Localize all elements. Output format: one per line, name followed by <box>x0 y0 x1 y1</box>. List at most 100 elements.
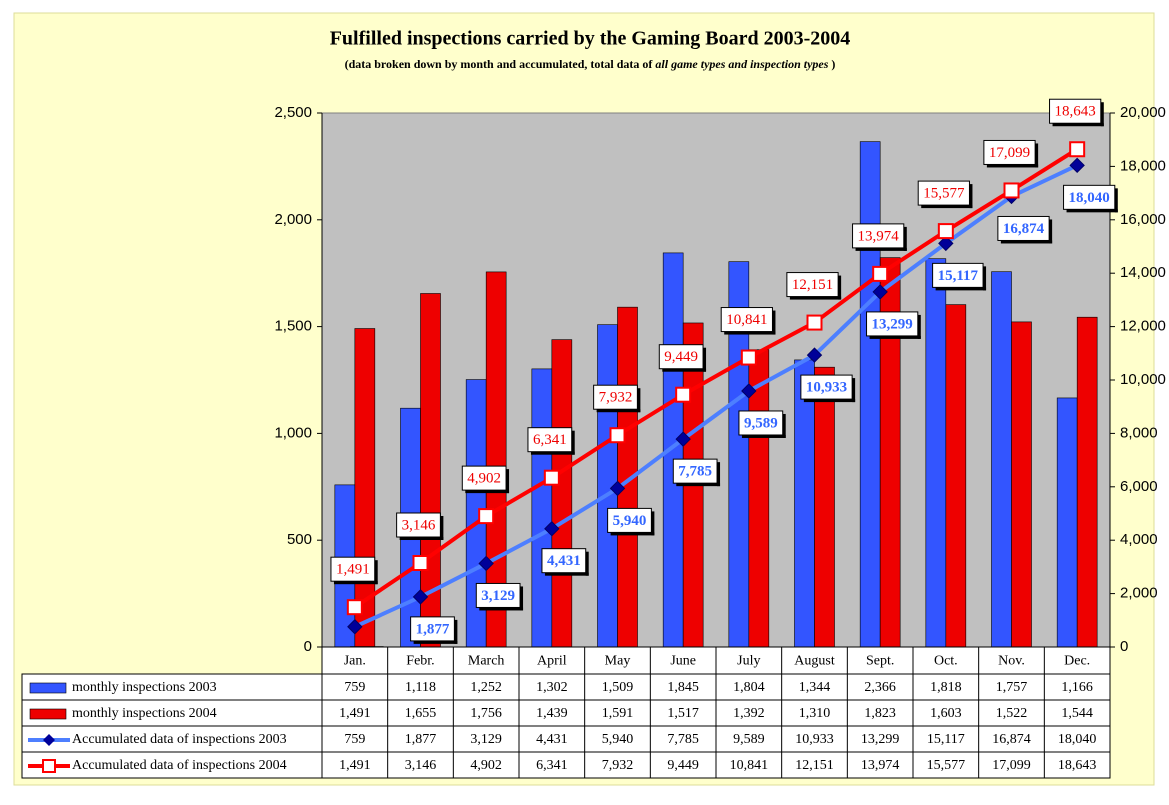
label-shadow <box>1052 123 1104 127</box>
marker-diamond <box>741 383 757 399</box>
x-tick-label: June <box>670 654 696 669</box>
label-shadow <box>772 310 776 335</box>
label-shadow <box>374 560 378 585</box>
subtitle-part: all game types and inspection types <box>655 57 828 71</box>
x-tick-label: Nov. <box>998 654 1025 669</box>
data-label: 18,040 <box>1069 190 1110 206</box>
table-cell: 1,591 <box>602 706 634 721</box>
data-label: 4,431 <box>547 553 581 569</box>
table-cell: 759 <box>344 732 365 747</box>
marker-square <box>609 427 626 444</box>
legend-label: monthly inspections 2004 <box>72 706 217 721</box>
label-shadow <box>610 532 655 536</box>
label-shadow <box>1114 188 1118 213</box>
legend-key <box>29 682 67 694</box>
label-shadow <box>969 184 973 209</box>
bar <box>991 271 1012 648</box>
table-cell: 6,341 <box>536 758 568 773</box>
marker-diamond <box>675 431 691 447</box>
table-cell: 1,118 <box>405 680 436 695</box>
table-cell: 1,544 <box>1061 706 1093 721</box>
data-label: 1,491 <box>336 562 370 578</box>
table-cell: 1,517 <box>667 706 699 721</box>
label-shadow <box>1049 219 1053 244</box>
label-shadow <box>413 640 458 644</box>
marker-square <box>1003 182 1020 199</box>
y-tick-label: 1,500 <box>274 318 312 335</box>
bar <box>531 368 553 648</box>
data-label: 3,129 <box>481 588 515 604</box>
chart-title: Fulfilled inspections carried by the Gam… <box>330 28 851 50</box>
label-shadow <box>637 388 641 413</box>
label-shadow <box>506 469 510 494</box>
subtitle-part: (data broken down by month and accumulat… <box>345 57 656 71</box>
table-cell: 9,589 <box>733 732 765 747</box>
table-cell: 1,491 <box>339 758 371 773</box>
y2-tick-label: 20,000 <box>1120 104 1166 121</box>
data-label-box <box>720 307 773 333</box>
data-label-box <box>932 262 984 288</box>
bar <box>551 339 573 648</box>
data-label-box <box>607 507 652 533</box>
marker-diamond <box>938 235 954 252</box>
y-tick-label: 500 <box>287 531 312 548</box>
label-shadow <box>571 430 575 455</box>
label-shadow <box>921 205 973 209</box>
x-tick-label: August <box>794 654 835 669</box>
data-label: 18,643 <box>1055 104 1096 120</box>
bar <box>1056 397 1078 648</box>
bar <box>814 366 835 648</box>
marker-diamond <box>347 619 363 635</box>
label-shadow <box>333 581 378 585</box>
x-tick-label: March <box>468 654 505 669</box>
x-tick-label: July <box>737 654 760 669</box>
table-cell: 1,603 <box>930 706 962 721</box>
y2-tick-label: 12,000 <box>1120 318 1166 335</box>
label-shadow <box>1035 143 1039 168</box>
table-cell: 13,974 <box>861 758 900 773</box>
data-label: 9,589 <box>744 415 778 431</box>
marker-square <box>806 314 823 331</box>
data-label: 10,933 <box>806 380 847 396</box>
y-tick-label: 2,500 <box>274 104 312 121</box>
label-shadow <box>585 551 589 576</box>
label-shadow <box>717 462 721 487</box>
legend-label: Accumulated data of inspections 2004 <box>72 758 287 773</box>
table-cell: 16,874 <box>992 732 1031 747</box>
legend-label: Accumulated data of inspections 2003 <box>72 732 287 747</box>
table-cell: 7,932 <box>602 758 634 773</box>
table-cell: 1,392 <box>733 706 765 721</box>
data-label: 13,299 <box>872 316 913 332</box>
y2-tick-label: 10,000 <box>1120 371 1166 388</box>
table-cell: 1,756 <box>470 706 502 721</box>
legend-label: monthly inspections 2003 <box>72 680 217 695</box>
table-cell: 1,491 <box>339 706 371 721</box>
label-shadow <box>676 483 721 487</box>
data-label: 7,932 <box>599 390 633 406</box>
label-shadow <box>454 619 458 644</box>
x-tick-label: Febr. <box>406 654 434 669</box>
y2-tick-label: 14,000 <box>1120 264 1166 281</box>
table-cell: 10,933 <box>795 732 834 747</box>
table-cell: 1,655 <box>405 706 437 721</box>
data-label-box <box>410 616 455 642</box>
y2-tick-label: 2,000 <box>1120 585 1158 602</box>
label-shadow <box>869 335 921 339</box>
bar <box>1011 321 1032 648</box>
bar <box>859 141 881 648</box>
table-cell: 1,845 <box>667 680 699 695</box>
data-label: 4,902 <box>467 471 501 487</box>
line <box>353 147 1079 609</box>
table-cell: 15,577 <box>927 758 966 773</box>
subtitle-part: ) <box>828 57 835 71</box>
data-label: 9,449 <box>664 349 698 365</box>
table-cell: 9,449 <box>667 758 699 773</box>
label-shadow <box>399 537 444 541</box>
label-shadow <box>903 226 907 251</box>
data-label: 17,099 <box>989 145 1030 161</box>
label-shadow <box>651 511 655 536</box>
table-cell: 1,877 <box>405 732 437 747</box>
table-cell: 759 <box>344 680 365 695</box>
